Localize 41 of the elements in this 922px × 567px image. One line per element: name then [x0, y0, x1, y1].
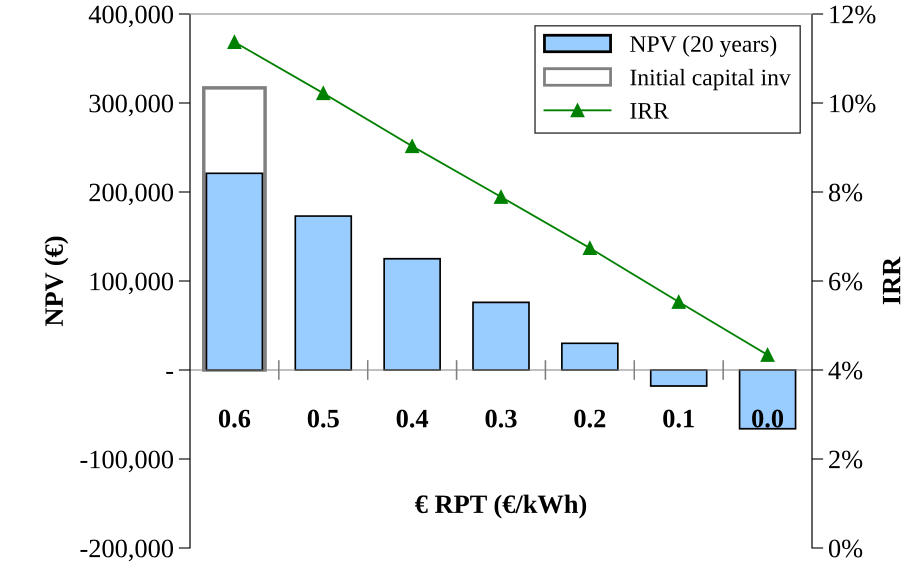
- y2-tick-label: 0%: [828, 540, 862, 558]
- bar: [650, 369, 708, 387]
- legend-label: NPV (20 years): [630, 35, 776, 57]
- x-tick-label: 0.5: [308, 410, 339, 428]
- y-tick-label: 300,000: [90, 94, 174, 116]
- y2-tick-label: 6%: [829, 272, 862, 290]
- y-tick-label: -100,000: [80, 450, 174, 472]
- y-tick-label: -200,000: [80, 540, 174, 562]
- legend-label: IRR: [630, 103, 669, 119]
- y2-axis-title: IRR: [882, 256, 900, 304]
- point: [672, 294, 686, 309]
- y-tick-label: 100,000: [90, 272, 174, 294]
- y2-tick-label: 2%: [829, 450, 862, 468]
- y2-tick-label: 4%: [828, 362, 862, 380]
- y2-tick-label: 10%: [830, 94, 876, 112]
- bar: [472, 302, 530, 371]
- y2-tick-label: 12%: [830, 6, 876, 24]
- point: [760, 348, 775, 362]
- y-tick-label: 400,000: [88, 6, 174, 28]
- point: [316, 86, 330, 100]
- y-tick-label: 200,000: [89, 184, 174, 206]
- bar: [561, 342, 619, 371]
- bar: [738, 369, 796, 430]
- x-tick-label: 0.1: [663, 410, 694, 428]
- bar: [383, 258, 441, 371]
- x-tick-label: 0.3: [486, 410, 517, 428]
- point: [582, 241, 597, 256]
- bar: [206, 172, 264, 371]
- legend-label: Initial capital inv: [630, 68, 791, 90]
- y-axis-title: NPV (€): [44, 236, 68, 326]
- point: [227, 35, 242, 49]
- x-tick-label: 0.6: [218, 410, 250, 428]
- x-tick-label: 0.2: [574, 410, 606, 428]
- point: [405, 139, 420, 154]
- bar: [294, 215, 352, 371]
- y2-tick-label: 8%: [828, 184, 862, 202]
- x-tick-label: 0.4: [396, 410, 428, 428]
- point: [494, 190, 508, 204]
- x-tick-label: 0.0: [752, 410, 784, 428]
- x-axis-title: € RPT (€/kWh): [415, 494, 586, 519]
- y-tick-label: -: [166, 372, 174, 374]
